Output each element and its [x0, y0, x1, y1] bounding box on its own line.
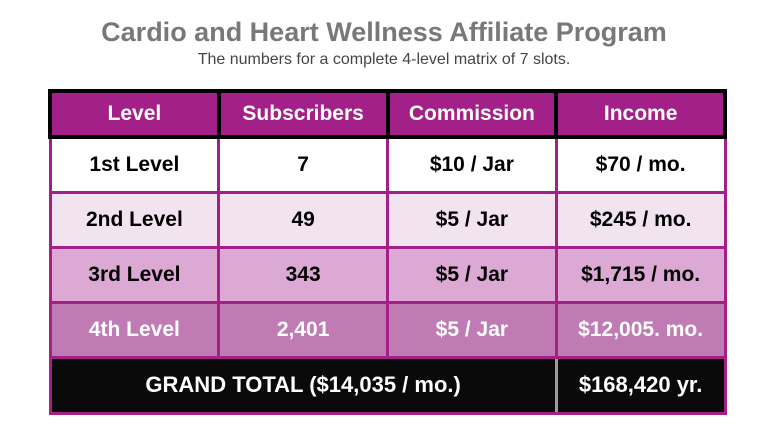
subscribers-cell: 7 [217, 135, 389, 194]
column-header-income: Income [554, 89, 727, 139]
grand-total-row: GRAND TOTAL ($14,035 / mo.) $168,420 yr. [48, 355, 727, 415]
commission-cell: $5 / Jar [386, 300, 558, 359]
table-row: 3rd Level 343 $5 / Jar $1,715 / mo. [48, 245, 727, 304]
page-title: Cardio and Heart Wellness Affiliate Prog… [101, 17, 667, 47]
slide: Cardio and Heart Wellness Affiliate Prog… [0, 17, 768, 442]
commission-cell: $5 / Jar [386, 190, 558, 249]
subscribers-cell: 2,401 [217, 300, 389, 359]
column-header-subscribers: Subscribers [216, 89, 390, 139]
subscribers-cell: 49 [217, 190, 389, 249]
table-row: 1st Level 7 $10 / Jar $70 / mo. [48, 135, 727, 194]
table-header-row: Level Subscribers Commission Income [48, 89, 727, 139]
commission-cell: $10 / Jar [386, 135, 558, 194]
subscribers-cell: 343 [217, 245, 389, 304]
commission-cell: $5 / Jar [386, 245, 558, 304]
level-cell: 2nd Level [48, 190, 221, 249]
income-cell: $70 / mo. [554, 135, 727, 194]
table-row: 2nd Level 49 $5 / Jar $245 / mo. [48, 190, 727, 249]
page-subtitle: The numbers for a complete 4-level matri… [197, 51, 571, 68]
column-header-commission: Commission [385, 89, 559, 139]
level-cell: 3rd Level [48, 245, 221, 304]
column-header-level: Level [48, 89, 221, 139]
affiliate-matrix-table: Level Subscribers Commission Income 1st … [48, 89, 727, 415]
income-cell: $12,005. mo. [554, 300, 727, 359]
grand-total-value: $168,420 yr. [554, 355, 727, 415]
level-cell: 4th Level [48, 300, 221, 359]
income-cell: $1,715 / mo. [554, 245, 727, 304]
level-cell: 1st Level [48, 135, 221, 194]
table-row: 4th Level 2,401 $5 / Jar $12,005. mo. [48, 300, 727, 359]
grand-total-label: GRAND TOTAL ($14,035 / mo.) [48, 355, 558, 415]
income-cell: $245 / mo. [554, 190, 727, 249]
